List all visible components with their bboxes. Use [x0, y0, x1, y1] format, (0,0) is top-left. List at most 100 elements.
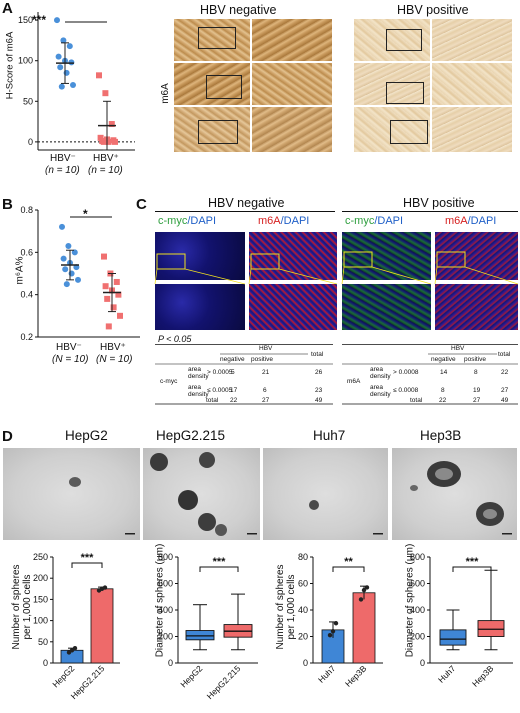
sig-bar — [71, 562, 103, 568]
y-tick-label: 0 — [43, 658, 48, 668]
data-point — [115, 291, 122, 298]
table1-r2-c3: 23 — [315, 387, 323, 394]
data-point — [104, 295, 111, 302]
table2-r2-c3: 27 — [501, 387, 509, 394]
table1-total-c2: 27 — [262, 397, 270, 404]
y-tick-label: 0.8 — [20, 205, 33, 215]
x-tick-label: Hep3B — [470, 663, 496, 689]
table1-total-label: total — [206, 397, 219, 404]
panel-a-group2-name: HBV⁺ — [93, 153, 119, 164]
y-tick-label: 600 — [410, 579, 425, 589]
x-tick-label: HepG2 — [178, 663, 204, 689]
data-point — [101, 253, 107, 260]
panel-b-group2-n: (N = 10) — [96, 354, 133, 365]
y-tick-label: 80 — [298, 552, 308, 562]
if-neg-title: HBV negative — [208, 196, 285, 210]
table1-rowgroup: c-myc — [160, 378, 178, 385]
table1-r1-c3: 26 — [315, 369, 323, 376]
panel-a-group2-n: (n = 10) — [88, 165, 123, 176]
table2-r1-c1: 14 — [440, 369, 448, 376]
y-tick-label: 600 — [158, 579, 173, 589]
data-point — [102, 90, 109, 97]
table2-rowgroup: m6A — [347, 378, 361, 385]
data-point — [54, 17, 60, 24]
table2-r1-c3: 22 — [501, 369, 509, 376]
y-tick-label: 100 — [18, 56, 33, 66]
table2-col-neg: negative — [431, 356, 456, 363]
sig-stars: *** — [466, 556, 480, 568]
data-point — [333, 621, 339, 626]
data-point — [117, 312, 123, 319]
box — [439, 629, 467, 646]
ihc-zoom-box — [386, 82, 424, 104]
table1-row1-label: area density — [188, 366, 209, 380]
table2-r2-c2: 19 — [473, 387, 481, 394]
data-point — [96, 72, 102, 79]
x-tick-label: HepG2 — [50, 663, 76, 689]
sphere-image-hepg2215 — [143, 448, 260, 540]
sig-stars: ** — [344, 556, 353, 568]
data-point — [72, 645, 78, 651]
table2-total-c3: 49 — [501, 397, 509, 404]
y-tick-label: 60 — [298, 579, 308, 589]
y-tick-label: 0 — [168, 658, 173, 668]
table2-total-c2: 27 — [473, 397, 481, 404]
table1-row1-cond: > 0.0005 — [207, 369, 233, 376]
y-tick-label: 50 — [23, 96, 33, 106]
table2-row2-label: area density — [370, 384, 391, 398]
if-image-pos-m6a-low — [435, 232, 518, 280]
data-point — [65, 242, 72, 249]
table2-lines — [342, 344, 518, 405]
sphere-image-huh7 — [263, 448, 388, 540]
table2-row1-cond: > 0.0008 — [393, 369, 419, 376]
data-point — [113, 278, 120, 285]
panel-c-pvalue: P < 0.05 — [158, 334, 192, 344]
data-point — [68, 59, 75, 66]
if-col-label-3: c-myc/DAPI — [345, 215, 404, 227]
if-pos-underline — [342, 211, 518, 212]
data-point — [112, 138, 118, 145]
if-image-pos-m6a-high — [435, 284, 518, 330]
d3-chart: 80 60 40 20 0 Huh7 Hep3B ** — [298, 552, 383, 689]
sig-bar — [199, 566, 239, 572]
if-image-neg-cmyc-high — [155, 284, 245, 330]
sphere-image-hep3b — [392, 448, 517, 540]
y-tick-label: 40 — [298, 605, 308, 615]
x-tick-label: HepG2.215 — [205, 663, 243, 701]
ihc-zoom-box — [198, 27, 236, 49]
table1-col-pos: positive — [251, 356, 274, 363]
table2-total-label: total — [410, 397, 423, 404]
data-point — [59, 223, 65, 230]
ihc-pos-high-2 — [432, 63, 512, 105]
cell-line-hepg2215: HepG2.215 — [156, 428, 226, 443]
data-point — [358, 597, 364, 602]
table1-col-neg: negative — [220, 356, 245, 363]
ihc-neg-title: HBV negative — [200, 3, 277, 17]
y-tick-label: 150 — [33, 594, 48, 604]
if-image-neg-cmyc-low — [155, 232, 245, 280]
ihc-zoom-box — [386, 29, 422, 51]
data-point — [330, 629, 336, 634]
cell-line-hep3b: Hep3B — [420, 428, 462, 443]
ihc-pos-title: HBV positive — [397, 3, 469, 17]
sig-bar — [332, 566, 365, 572]
y-tick-label: 250 — [33, 552, 48, 562]
d2-chart: 800 600 400 200 0 HepG2 HepG2.215 *** — [158, 552, 258, 701]
ihc-pos-low-3 — [354, 107, 430, 152]
panel-b-group1-name: HBV⁻ — [56, 342, 82, 353]
y-tick-label: 100 — [33, 616, 48, 626]
y-tick-label: 50 — [38, 637, 48, 647]
y-tick-label: 800 — [410, 552, 425, 562]
panel-a-group1-n: (n = 10) — [45, 165, 80, 176]
data-point — [102, 283, 109, 290]
table1-hbv: HBV — [259, 345, 273, 352]
y-tick-label: 200 — [410, 632, 425, 642]
ihc-neg-high-2 — [252, 63, 332, 105]
data-point — [55, 53, 62, 60]
table2-total-c1: 22 — [439, 397, 447, 404]
y-tick-label: 0 — [420, 658, 425, 668]
y-tick-label: 0.4 — [20, 290, 33, 300]
table2-hbv: HBV — [451, 345, 465, 352]
panel-a-sig: *** — [32, 13, 47, 27]
